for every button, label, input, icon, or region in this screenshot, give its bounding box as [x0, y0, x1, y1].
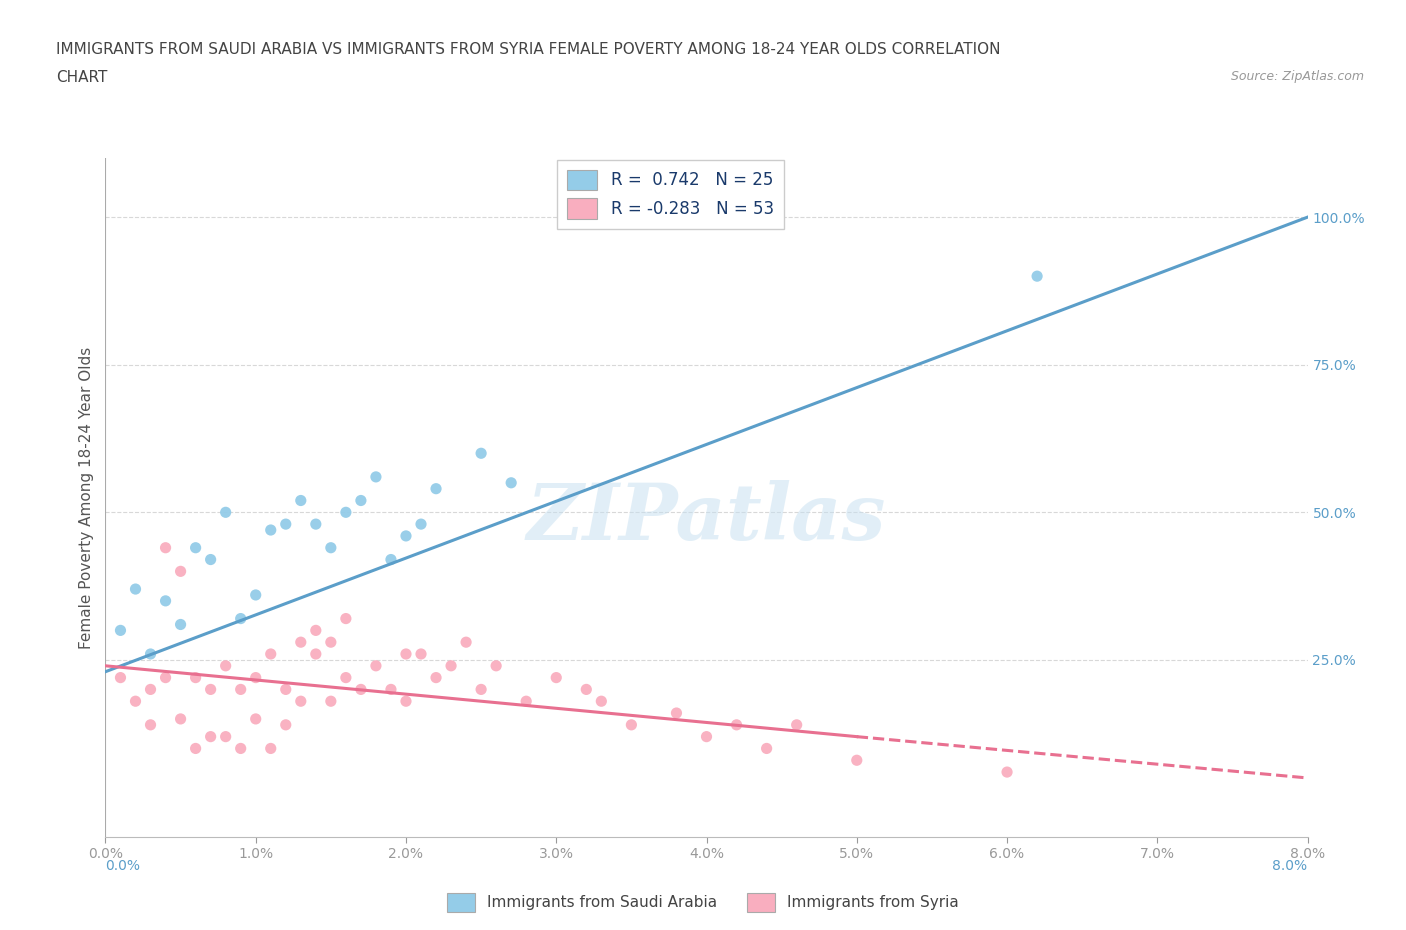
Point [501, 475, 523, 490]
Legend: R =  0.742   N = 25, R = -0.283   N = 53: R = 0.742 N = 25, R = -0.283 N = 53 [557, 160, 783, 229]
Point [139, 682, 162, 697]
Point [696, 729, 718, 744]
Point [214, 729, 236, 744]
Point [139, 646, 162, 661]
Text: ZIPatlas: ZIPatlas [527, 480, 886, 556]
Point [260, 523, 283, 538]
Point [620, 717, 643, 732]
Point [290, 493, 312, 508]
Text: Source: ZipAtlas.com: Source: ZipAtlas.com [1230, 70, 1364, 83]
Point [245, 671, 267, 685]
Point [110, 623, 132, 638]
Point [229, 682, 252, 697]
Point [214, 658, 236, 673]
Point [335, 505, 357, 520]
Point [319, 540, 342, 555]
Point [305, 517, 328, 532]
Point [395, 694, 418, 709]
Point [290, 694, 312, 709]
Point [470, 445, 492, 460]
Point [200, 682, 222, 697]
Point [591, 694, 613, 709]
Point [260, 741, 283, 756]
Point [425, 481, 447, 496]
Text: 0.0%: 0.0% [105, 858, 141, 872]
Point [110, 671, 132, 685]
Point [274, 717, 297, 732]
Point [155, 540, 177, 555]
Point [786, 717, 808, 732]
Point [335, 671, 357, 685]
Point [364, 658, 387, 673]
Point [155, 593, 177, 608]
Point [229, 741, 252, 756]
Point [995, 764, 1018, 779]
Point [245, 588, 267, 603]
Point [425, 671, 447, 685]
Point [319, 694, 342, 709]
Point [470, 682, 492, 697]
Point [184, 741, 207, 756]
Point [169, 564, 191, 578]
Point [169, 711, 191, 726]
Point [395, 646, 418, 661]
Text: 8.0%: 8.0% [1272, 858, 1308, 872]
Point [546, 671, 568, 685]
Point [260, 646, 283, 661]
Point [725, 717, 748, 732]
Point [124, 581, 146, 596]
Point [274, 682, 297, 697]
Point [409, 646, 432, 661]
Point [124, 694, 146, 709]
Legend: Immigrants from Saudi Arabia, Immigrants from Syria: Immigrants from Saudi Arabia, Immigrants… [441, 887, 965, 918]
Text: CHART: CHART [56, 70, 108, 85]
Point [184, 671, 207, 685]
Point [229, 611, 252, 626]
Point [319, 635, 342, 650]
Point [139, 717, 162, 732]
Point [515, 694, 537, 709]
Point [395, 528, 418, 543]
Y-axis label: Female Poverty Among 18-24 Year Olds: Female Poverty Among 18-24 Year Olds [79, 347, 94, 649]
Point [364, 470, 387, 485]
Text: IMMIGRANTS FROM SAUDI ARABIA VS IMMIGRANTS FROM SYRIA FEMALE POVERTY AMONG 18-24: IMMIGRANTS FROM SAUDI ARABIA VS IMMIGRAN… [56, 42, 1001, 57]
Point [380, 682, 402, 697]
Point [755, 741, 778, 756]
Point [665, 706, 688, 721]
Point [440, 658, 463, 673]
Point [274, 517, 297, 532]
Point [350, 682, 373, 697]
Point [169, 617, 191, 631]
Point [200, 552, 222, 567]
Point [305, 623, 328, 638]
Point [575, 682, 598, 697]
Point [290, 635, 312, 650]
Point [335, 611, 357, 626]
Point [200, 729, 222, 744]
Point [409, 517, 432, 532]
Point [245, 711, 267, 726]
Point [380, 552, 402, 567]
Point [184, 540, 207, 555]
Point [214, 505, 236, 520]
Point [305, 646, 328, 661]
Point [1026, 269, 1049, 284]
Point [845, 752, 868, 767]
Point [454, 635, 477, 650]
Point [155, 671, 177, 685]
Point [485, 658, 508, 673]
Point [350, 493, 373, 508]
